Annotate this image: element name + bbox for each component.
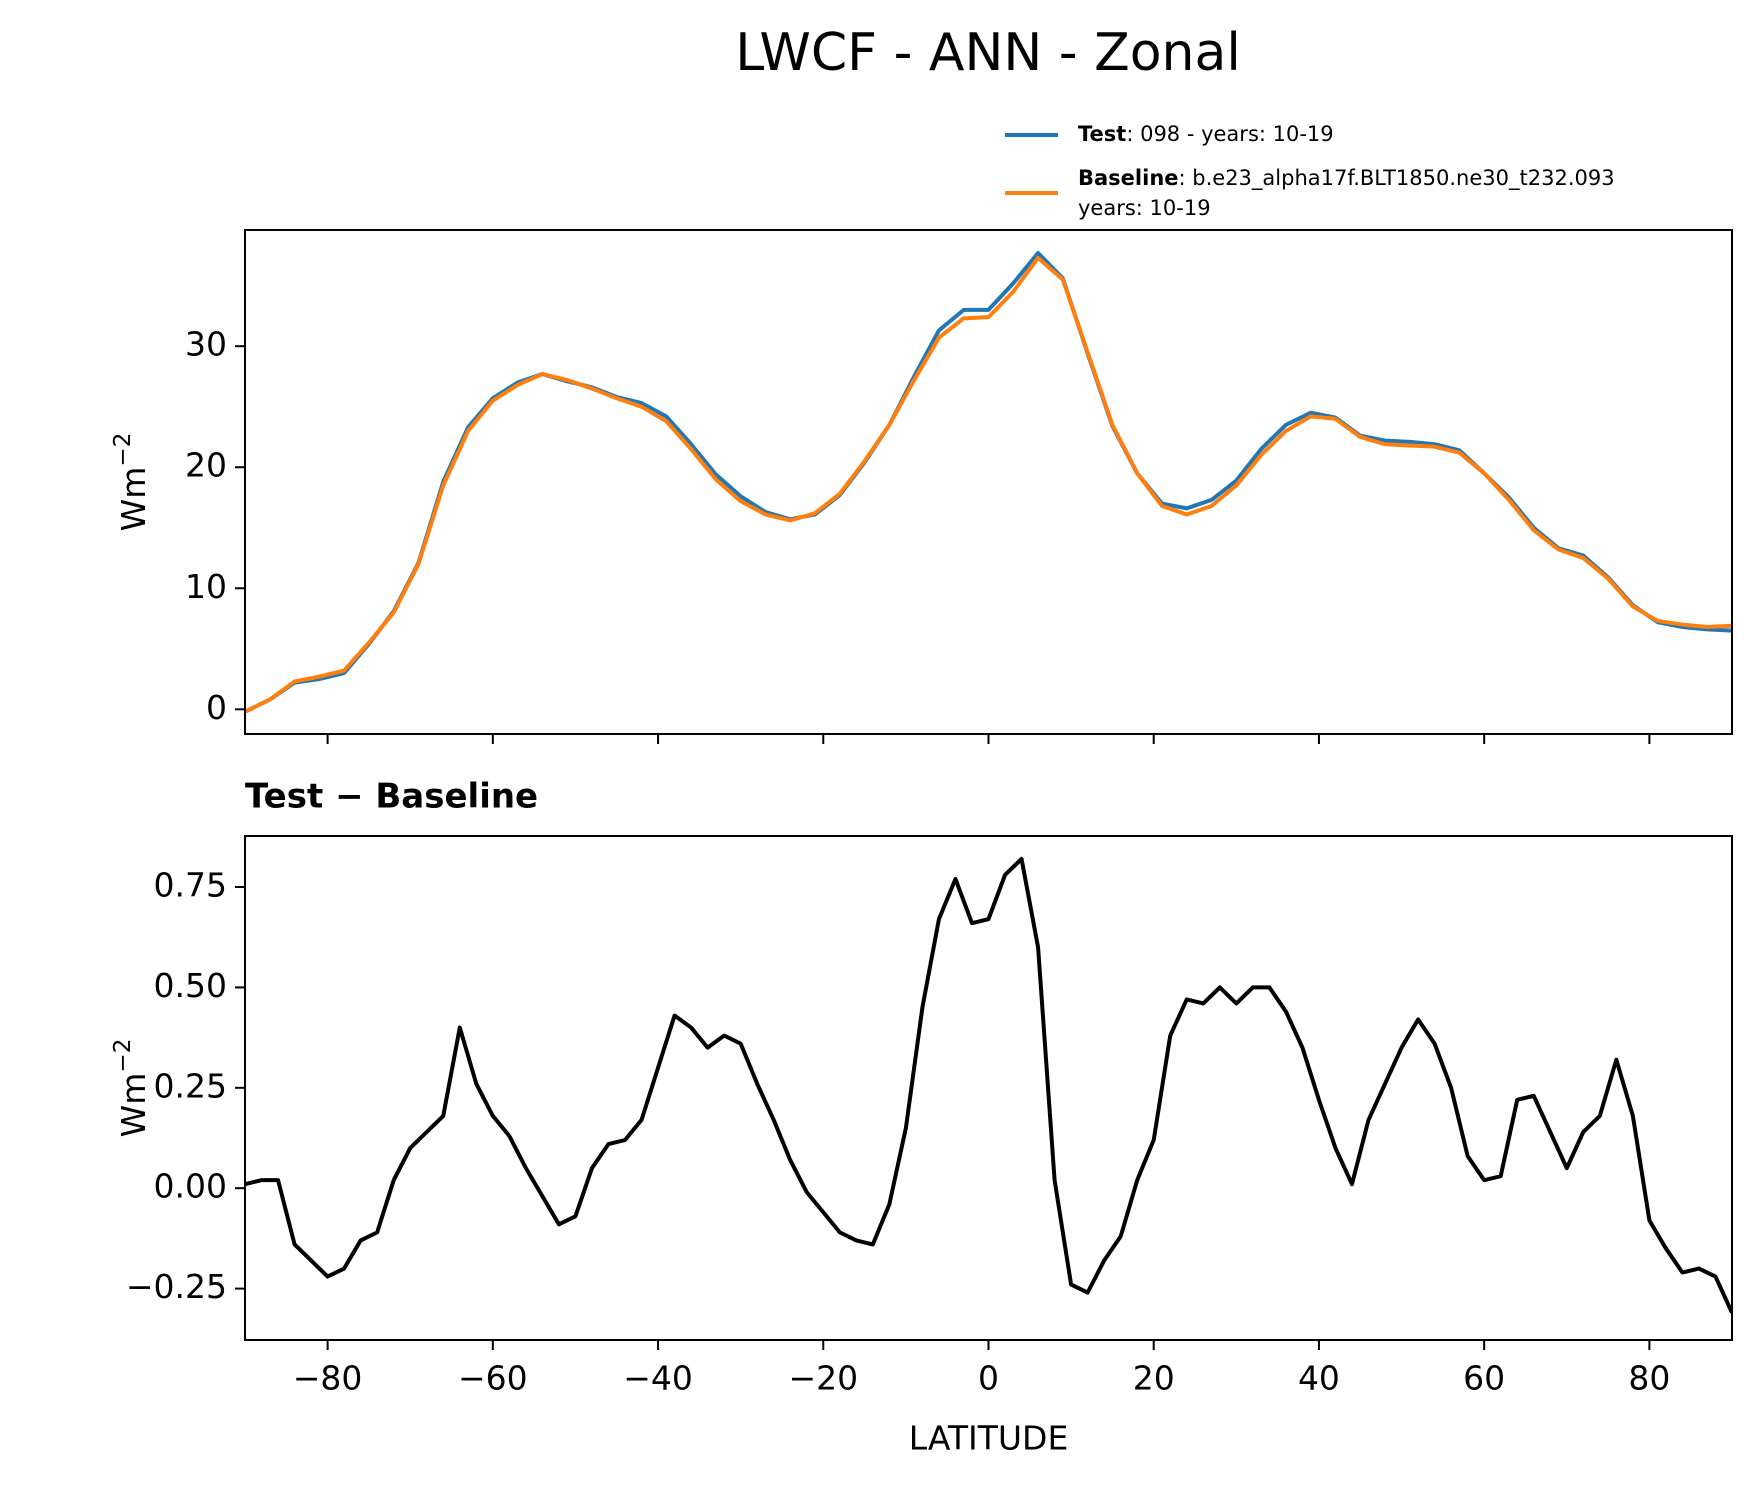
data-line	[245, 856, 1732, 1314]
y-axis-label-text: Wm	[114, 467, 153, 532]
x-axis-label: LATITUDE	[909, 1419, 1069, 1458]
y-axis-label-text: Wm	[114, 1073, 153, 1138]
x-tick-label: 40	[1298, 1359, 1340, 1398]
x-tick-label: 80	[1628, 1359, 1670, 1398]
data-line	[245, 255, 1732, 714]
y-tick-label: 0	[206, 688, 227, 727]
axes-frame	[244, 229, 1733, 735]
x-tick-label: 20	[1133, 1359, 1175, 1398]
x-tick-label: 60	[1463, 1359, 1505, 1398]
legend-description: years: 10-19	[1078, 196, 1211, 220]
legend-name: Test	[1078, 122, 1126, 146]
panel-title: Test − Baseline	[245, 777, 538, 817]
y-tick-label: 0.75	[154, 866, 227, 905]
chart-title: LWCF - ANN - Zonal	[735, 23, 1241, 83]
y-tick-label: 30	[185, 325, 227, 364]
x-tick-label: −60	[458, 1359, 528, 1398]
data-line	[245, 251, 1732, 714]
axes-frame	[244, 835, 1733, 1341]
y-tick-label: 0.50	[154, 966, 227, 1005]
x-tick-label: −80	[293, 1359, 363, 1398]
legend-text: Test: 098 - years: 10-19	[1078, 122, 1334, 146]
legend-text: years: 10-19	[1078, 196, 1211, 220]
legend-description: : 098 - years: 10-19	[1126, 122, 1333, 146]
y-axis-label-sup: −2	[110, 433, 136, 467]
x-tick-label: 0	[978, 1359, 999, 1398]
y-tick-label: 20	[185, 446, 227, 485]
y-axis-label-sup: −2	[110, 1039, 136, 1073]
y-tick-label: 0.25	[154, 1066, 227, 1105]
y-axis-label: Wm−2	[110, 433, 153, 532]
y-tick-label: 0.00	[154, 1167, 227, 1206]
x-tick-label: −40	[623, 1359, 693, 1398]
y-axis-label: Wm−2	[110, 1039, 153, 1138]
legend-name: Baseline	[1078, 166, 1179, 190]
legend-text: Baseline: b.e23_alpha17f.BLT1850.ne30_t2…	[1078, 166, 1615, 191]
x-tick-label: −20	[788, 1359, 858, 1398]
legend-description: : b.e23_alpha17f.BLT1850.ne30_t232.093	[1179, 166, 1615, 191]
y-tick-label: −0.25	[126, 1267, 227, 1306]
y-tick-label: 10	[185, 567, 227, 606]
